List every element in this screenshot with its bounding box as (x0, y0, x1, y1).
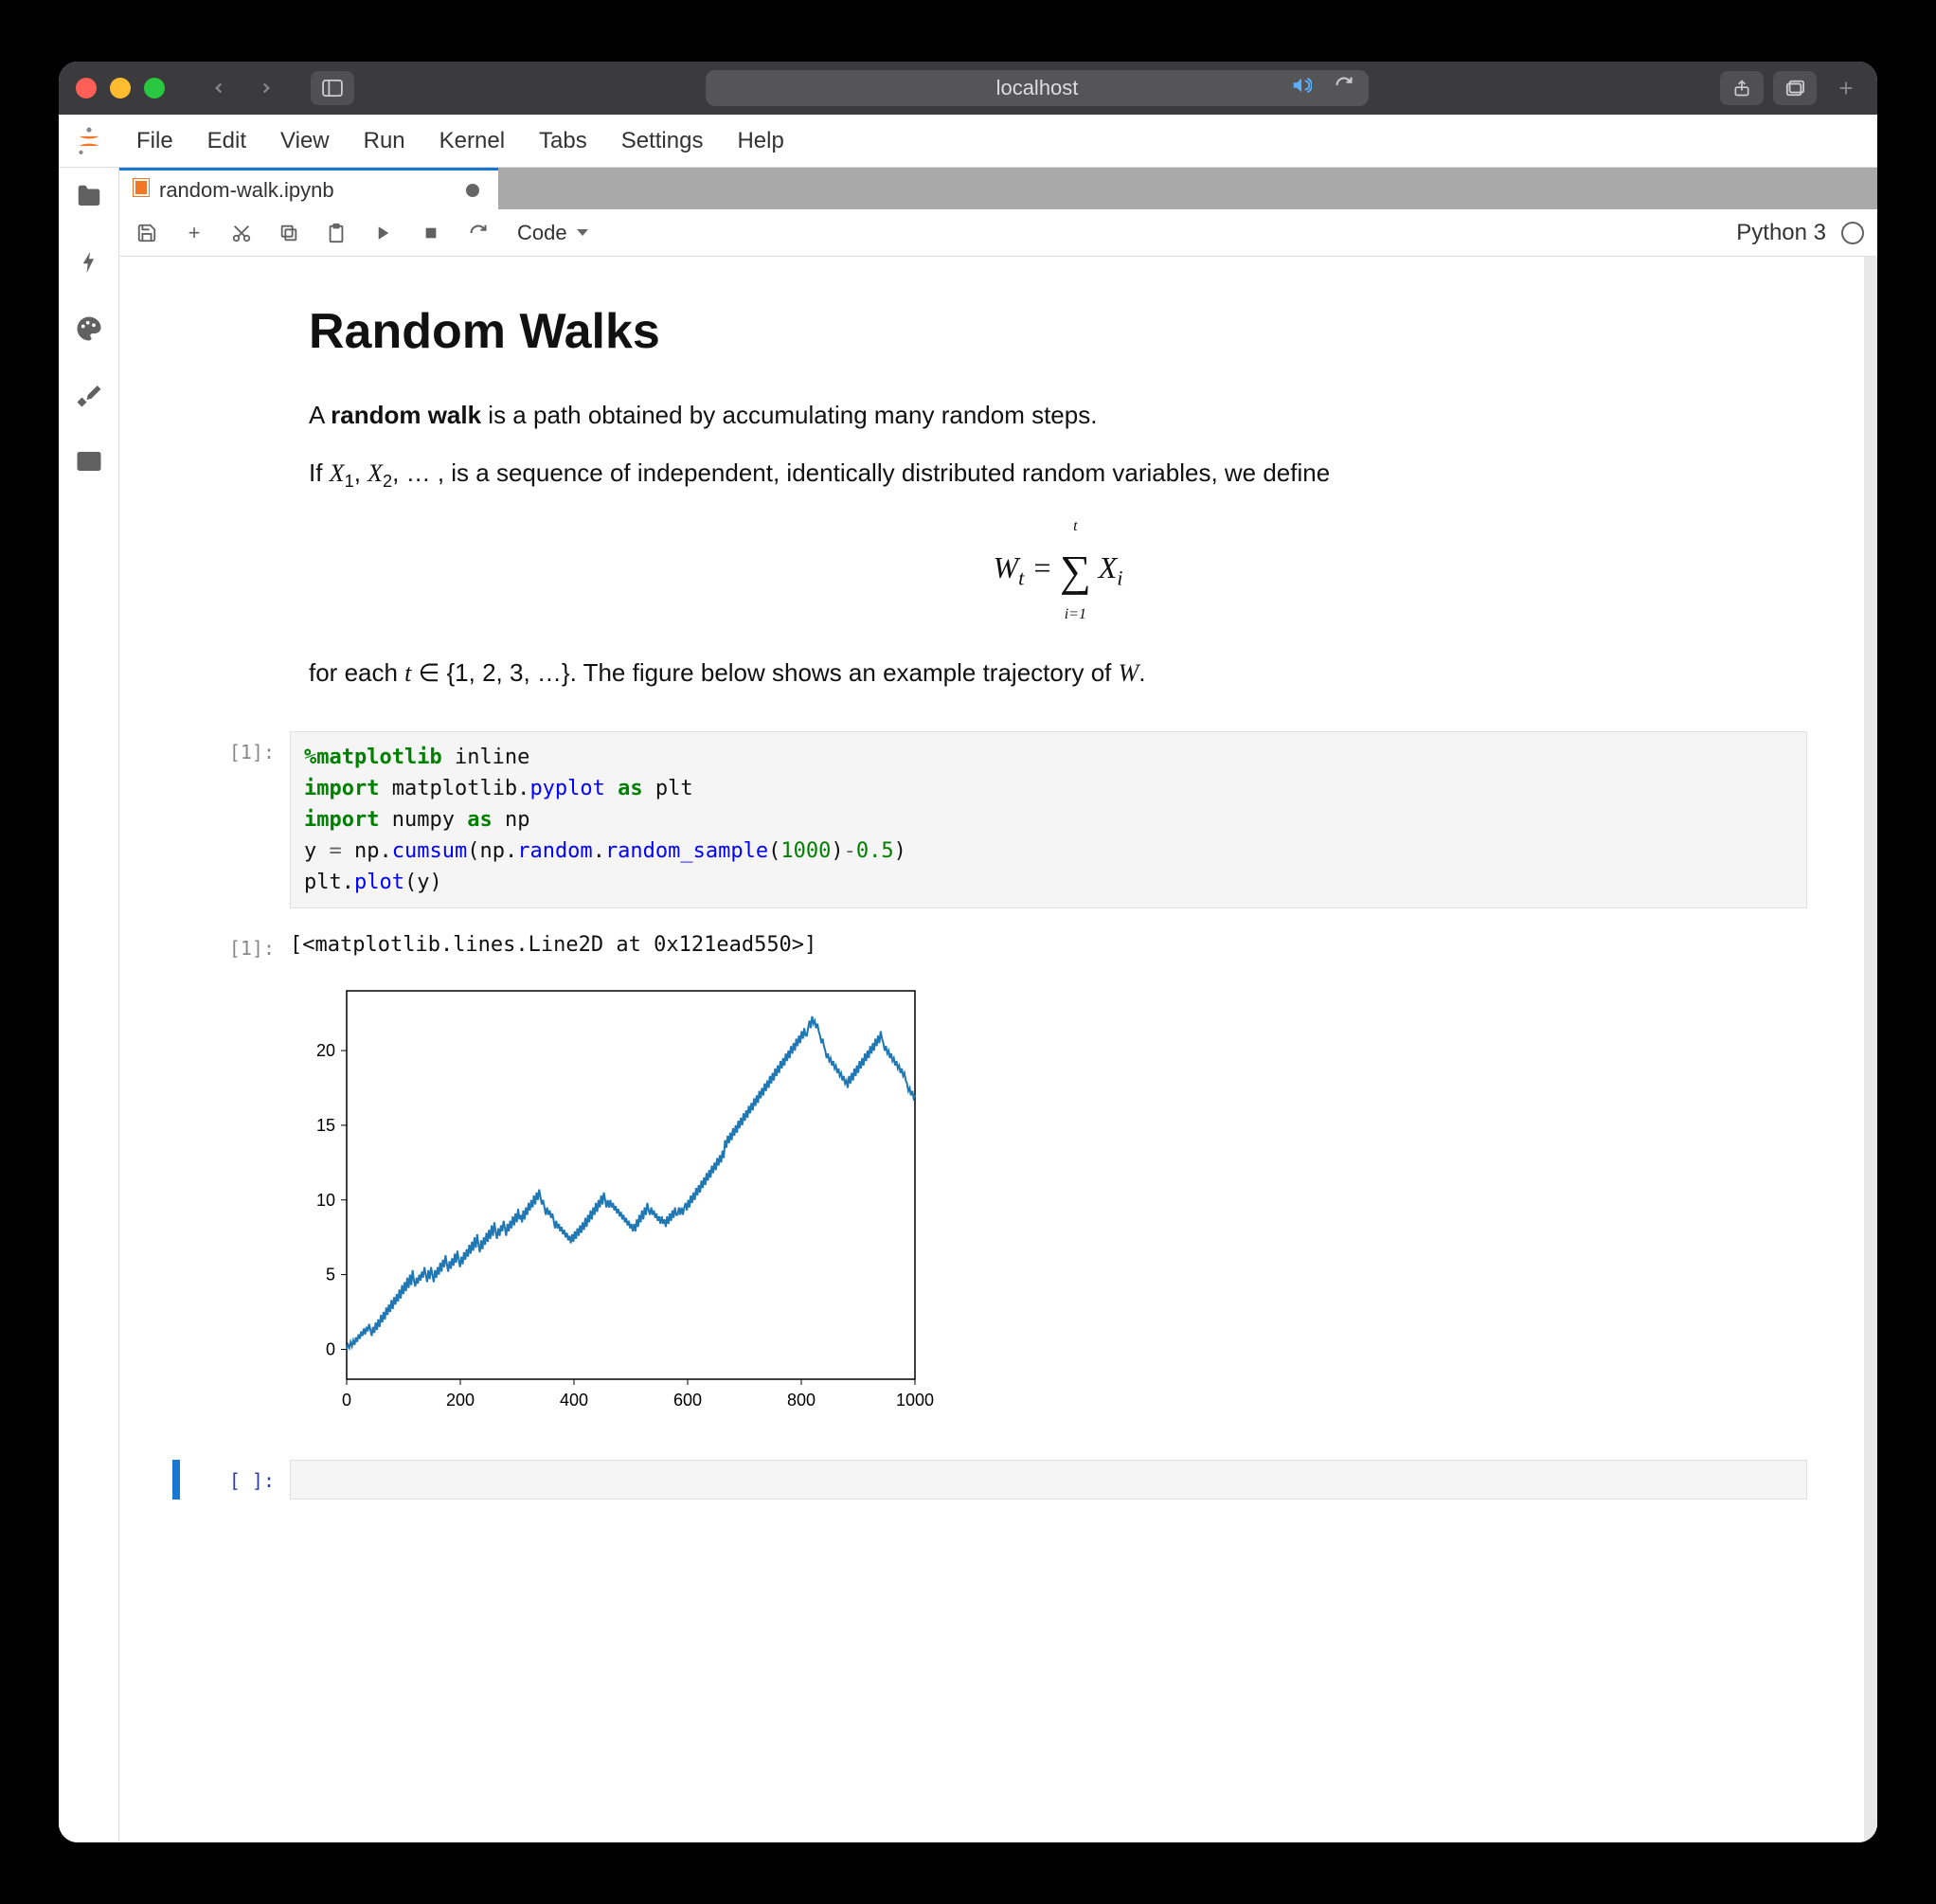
code-cell[interactable]: [1]: %matplotlib inline import matplotli… (176, 731, 1807, 908)
plot-output: 0 200 400 600 800 1000 0 5 10 15 20 (176, 972, 1807, 1431)
traffic-lights (76, 78, 165, 99)
cut-button[interactable] (227, 219, 256, 247)
svg-text:10: 10 (316, 1191, 335, 1210)
running-icon[interactable] (70, 243, 108, 281)
output-text: [<matplotlib.lines.Line2D at 0x121ead550… (290, 927, 1807, 962)
svg-text:0: 0 (326, 1340, 335, 1359)
kernel-name[interactable]: Python 3 (1736, 220, 1826, 246)
sound-icon[interactable] (1291, 75, 1312, 101)
svg-text:0: 0 (342, 1391, 351, 1410)
svg-text:20: 20 (316, 1042, 335, 1061)
titlebar: localhost + (59, 62, 1877, 115)
svg-text:5: 5 (326, 1266, 335, 1284)
menu-tabs[interactable]: Tabs (522, 115, 604, 168)
add-cell-button[interactable]: + (180, 219, 208, 247)
tab-label: random-walk.ipynb (159, 178, 334, 203)
menu-run[interactable]: Run (347, 115, 422, 168)
line-chart: 0 200 400 600 800 1000 0 5 10 15 20 (290, 972, 934, 1427)
share-button[interactable] (1720, 71, 1764, 105)
code-input[interactable] (290, 1460, 1807, 1500)
svg-text:1000: 1000 (896, 1391, 934, 1410)
celltype-select[interactable]: Code (511, 217, 596, 248)
menu-view[interactable]: View (263, 115, 347, 168)
file-browser-icon[interactable] (70, 177, 108, 215)
notebook-icon (133, 178, 150, 203)
menu-help[interactable]: Help (720, 115, 800, 168)
jupyter-logo[interactable] (59, 115, 119, 168)
markdown-paragraph: for each t ∈ {1, 2, 3, …}. The figure be… (309, 655, 1807, 692)
restart-button[interactable] (464, 219, 493, 247)
input-prompt: [ ]: (176, 1460, 290, 1500)
palette-icon[interactable] (70, 310, 108, 348)
fullscreen-window-button[interactable] (144, 78, 165, 99)
close-window-button[interactable] (76, 78, 97, 99)
copy-button[interactable] (275, 219, 303, 247)
svg-text:200: 200 (446, 1391, 475, 1410)
kernel-status-icon[interactable] (1841, 222, 1864, 244)
left-sidebar (59, 168, 119, 1842)
notebook-tab[interactable]: random-walk.ipynb (119, 168, 498, 209)
stop-button[interactable] (417, 219, 445, 247)
tabs-sidebar-icon[interactable] (70, 442, 108, 480)
svg-text:600: 600 (673, 1391, 702, 1410)
svg-text:800: 800 (787, 1391, 816, 1410)
tabbar: random-walk.ipynb (119, 168, 1877, 209)
sidebar-toggle-button[interactable] (311, 71, 354, 105)
paste-button[interactable] (322, 219, 350, 247)
markdown-paragraph: A random walk is a path obtained by accu… (309, 397, 1807, 434)
input-prompt: [1]: (176, 731, 290, 908)
new-tab-button[interactable]: + (1832, 74, 1860, 103)
code-input[interactable]: %matplotlib inline import matplotlib.pyp… (290, 731, 1807, 908)
jupyter-menubar: FileEditViewRunKernelTabsSettingsHelp (59, 115, 1877, 168)
safari-window: localhost + FileEditViewRunKernelTabsSet… (59, 62, 1877, 1842)
url-text: localhost (996, 76, 1079, 100)
menu-settings[interactable]: Settings (604, 115, 721, 168)
math-formula: Wt = t ∑ i=1 Xi (309, 515, 1807, 626)
tools-icon[interactable] (70, 376, 108, 414)
url-bar[interactable]: localhost (706, 70, 1369, 106)
menu-edit[interactable]: Edit (190, 115, 263, 168)
tabs-button[interactable] (1773, 71, 1817, 105)
output-cell: [1]: [<matplotlib.lines.Line2D at 0x121e… (176, 927, 1807, 962)
main-panel: random-walk.ipynb + (59, 168, 1877, 1842)
svg-text:15: 15 (316, 1116, 335, 1135)
unsaved-indicator (466, 184, 479, 197)
markdown-paragraph: If X1, X2, … , is a sequence of independ… (309, 455, 1807, 494)
back-button[interactable] (195, 69, 242, 107)
markdown-cell[interactable]: Random Walks A random walk is a path obt… (176, 295, 1807, 731)
menu-file[interactable]: File (119, 115, 190, 168)
minimize-window-button[interactable] (110, 78, 131, 99)
reload-icon[interactable] (1335, 76, 1353, 100)
run-button[interactable] (369, 219, 398, 247)
notebook-toolbar: + (119, 209, 1877, 257)
forward-button[interactable] (242, 69, 290, 107)
svg-text:400: 400 (560, 1391, 588, 1410)
content-area: random-walk.ipynb + (119, 168, 1877, 1842)
empty-code-cell[interactable]: [ ]: (176, 1460, 1807, 1500)
active-cell-indicator (172, 1460, 180, 1500)
notebook-body[interactable]: Random Walks A random walk is a path obt… (119, 257, 1877, 1842)
save-button[interactable] (133, 219, 161, 247)
output-prompt: [1]: (176, 927, 290, 962)
menu-kernel[interactable]: Kernel (422, 115, 522, 168)
page-title: Random Walks (309, 295, 1807, 368)
